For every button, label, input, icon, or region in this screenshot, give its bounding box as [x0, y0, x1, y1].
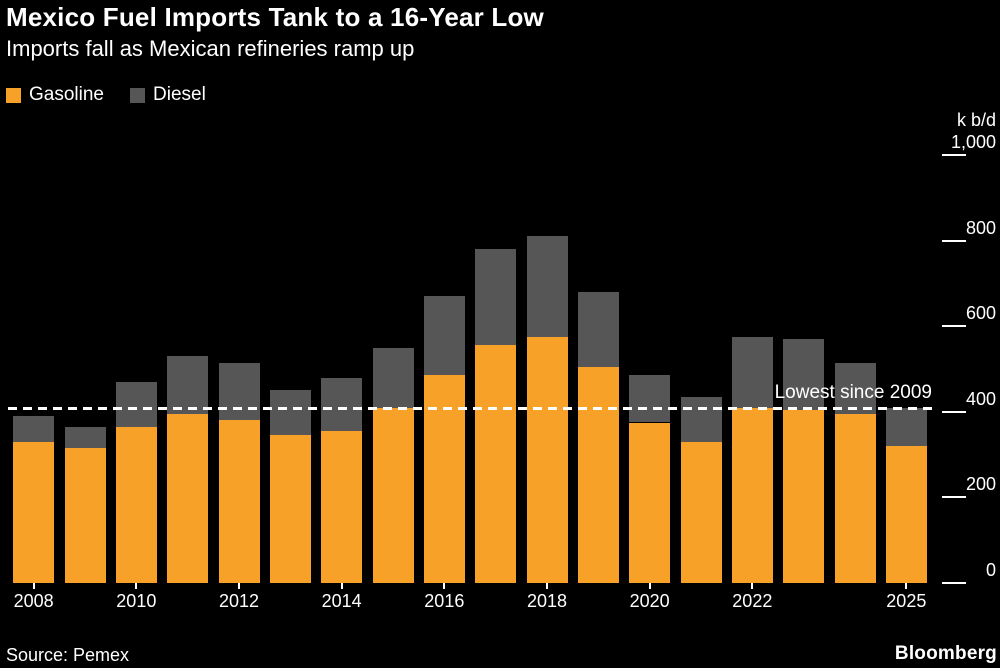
y-tick-line [942, 410, 966, 413]
bar-diesel-2018 [526, 236, 568, 337]
bloomberg-logo: Bloomberg [894, 643, 997, 664]
bar-gasoline-2023 [783, 409, 825, 583]
y-tick-label: 0 [985, 560, 996, 580]
bar-gasoline-2021 [680, 441, 722, 583]
x-tick-line [905, 583, 908, 589]
x-axis-label-2022: 2022 [732, 591, 773, 611]
y-tick-line [942, 582, 966, 584]
x-axis-label-2018: 2018 [526, 591, 568, 611]
y-tick-line [942, 154, 966, 156]
legend-swatch-gasoline-icon [6, 87, 21, 103]
bar-gasoline-2018 [526, 336, 568, 583]
bar-gasoline-2015 [372, 407, 414, 583]
y-tick-line [942, 239, 966, 242]
bar-diesel-2025 [885, 407, 927, 447]
source-label: Source: Pemex [6, 645, 130, 665]
x-tick-line [135, 583, 138, 589]
x-axis-label-2014: 2014 [321, 591, 362, 611]
bar-gasoline-2011 [167, 413, 209, 583]
bar-diesel-2015 [372, 347, 414, 408]
bar-diesel-2009 [64, 426, 106, 449]
bar-diesel-2011 [167, 356, 209, 414]
bar-gasoline-2016 [423, 375, 465, 583]
x-tick-line [340, 583, 343, 589]
y-tick-line [942, 325, 966, 328]
bar-gasoline-2010 [115, 426, 157, 583]
annotation-lowest-since-2009: Lowest since 2009 [774, 381, 932, 403]
bar-gasoline-2024 [834, 413, 876, 583]
y-tick-line [942, 496, 966, 499]
bar-diesel-2019 [577, 291, 619, 367]
x-tick-line [238, 583, 240, 589]
x-axis-label-2016: 2016 [424, 591, 465, 611]
x-axis-label-2010: 2010 [116, 591, 157, 611]
bar-diesel-2008 [13, 416, 55, 442]
x-tick-line [648, 583, 651, 589]
x-tick-line [751, 583, 754, 589]
y-tick-label: 800 [965, 217, 996, 238]
chart-title: Mexico Fuel Imports Tank to a 16-Year Lo… [6, 2, 544, 32]
bar-diesel-2016 [423, 296, 465, 376]
x-axis-label-2012: 2012 [218, 591, 260, 611]
bar-diesel-2021 [680, 396, 722, 442]
bar-gasoline-2017 [475, 345, 517, 583]
chart-subtitle: Imports fall as Mexican refineries ramp … [6, 36, 415, 61]
dashed-threshold-line [8, 406, 932, 410]
bar-diesel-2013 [269, 390, 311, 436]
legend-swatch-diesel-icon [130, 87, 145, 103]
bar-gasoline-2013 [269, 435, 311, 583]
bar-diesel-2023 [783, 339, 825, 410]
x-axis-label-2008: 2008 [13, 591, 54, 611]
y-tick-label: 600 [965, 303, 996, 324]
y-tick-label: 200 [965, 474, 996, 495]
bar-gasoline-2019 [577, 366, 619, 583]
legend-label: Diesel [153, 84, 206, 105]
bar-diesel-2020 [629, 375, 671, 423]
bar-gasoline-2008 [13, 441, 55, 583]
x-axis-label-2025: 2025 [886, 591, 927, 611]
bar-gasoline-2020 [629, 422, 671, 583]
bar-diesel-2014 [321, 377, 363, 432]
x-axis-label-2020: 2020 [629, 591, 670, 611]
legend-label: Gasoline [29, 84, 104, 105]
legend-item-gasoline: Gasoline [6, 84, 104, 106]
legend: Gasoline Diesel [6, 84, 206, 106]
bar-diesel-2024 [834, 362, 876, 414]
bar-gasoline-2022 [731, 407, 773, 583]
x-tick-line [546, 583, 548, 589]
bar-gasoline-2014 [321, 431, 363, 583]
bar-gasoline-2025 [885, 446, 927, 583]
y-tick-label: 1,000 [950, 132, 996, 152]
y-axis-unit-label: k b/d [956, 110, 996, 130]
bar-diesel-2022 [731, 336, 773, 408]
legend-item-diesel: Diesel [130, 84, 206, 106]
bar-gasoline-2009 [64, 448, 106, 583]
bar-gasoline-2012 [218, 420, 260, 583]
bar-diesel-2012 [218, 362, 260, 421]
y-tick-label: 400 [965, 388, 996, 409]
bar-diesel-2010 [115, 381, 157, 427]
x-tick-line [32, 583, 35, 589]
bar-diesel-2017 [475, 249, 517, 346]
x-tick-line [443, 583, 446, 589]
